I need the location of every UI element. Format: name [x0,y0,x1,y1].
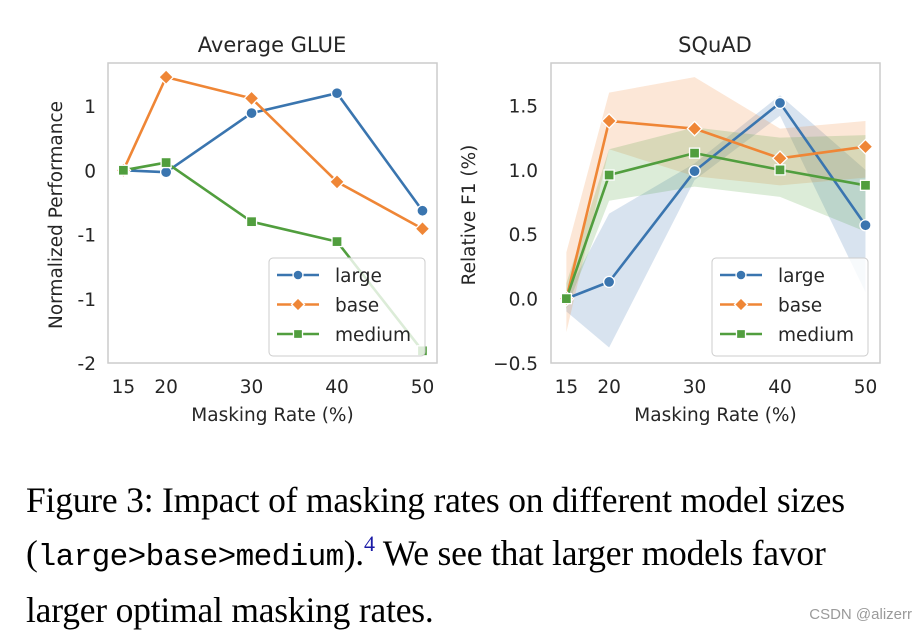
y-tick-label: -2 [78,354,96,375]
data-point-medium [117,164,130,176]
legend-marker-large [292,269,304,281]
y-axis-label: Relative F1 (%) [459,145,480,286]
confidence-band-large [566,95,866,348]
data-point-medium [603,169,615,181]
caption-text-1: Figure 3: Impact of masking rates on dif… [26,480,845,573]
legend-marker-base [290,297,306,312]
watermark: CSDN @alizerr [809,606,912,623]
x-tick-label: 15 [112,377,136,398]
data-point-large [245,106,258,120]
data-point-medium [331,235,343,248]
plot-area [115,69,431,357]
caption-footnote-link[interactable]: 4 [363,531,375,556]
data-point-base [600,112,618,130]
data-point-base [157,69,175,86]
data-point-large [416,204,429,217]
data-point-base [686,120,703,137]
data-point-base [328,173,346,190]
confidence-band-base [566,77,866,333]
x-tick-label: 50 [411,377,435,398]
x-tick-label: 50 [854,377,878,398]
legend-label-large: large [335,266,382,287]
legend-marker-large [735,269,747,281]
y-tick-label: 1 [84,97,96,118]
y-tick-label: −0.5 [493,354,538,375]
y-tick-label: -1 [78,226,96,247]
caption-model-order: large>base>medium [37,540,345,575]
y-tick-label: 1.0 [509,161,538,182]
data-point-medium [774,164,786,176]
x-axis-label: Masking Rate (%) [191,405,353,426]
legend-label-large: large [778,266,825,287]
y-tick-label: 1.5 [509,96,538,117]
y-tick-label: -1 [78,290,96,311]
data-point-large [330,87,344,100]
y-tick-label: 0.0 [509,290,538,311]
y-tick-label: 0 [84,161,96,182]
x-tick-label: 40 [768,377,792,398]
x-tick-label: 30 [683,377,707,398]
legend-marker-medium [735,328,747,340]
legend-box [711,257,869,357]
x-tick-label: 30 [240,377,264,398]
data-point-base [243,90,260,107]
legend-marker-base [733,297,749,312]
caption-text-2: ). [343,533,364,573]
data-point-medium [160,156,172,169]
legend-label-base: base [778,296,822,317]
x-tick-label: 20 [597,377,621,398]
x-tick-label: 20 [154,377,178,398]
legend: large base medium [711,257,869,357]
legend-label-medium: medium [778,325,854,346]
chart-average-glue: Average GLUE Normalized Performance Maskin… [46,33,438,426]
y-axis-label: Normalized Performance [46,101,67,329]
data-point-large [773,96,787,110]
data-point-base [857,138,874,155]
plot-area [558,77,874,348]
data-point-medium [859,179,872,191]
chart-title: Average GLUE [198,33,346,57]
data-point-medium [560,292,573,305]
caption-text-3: We see that larger models favor larger o… [26,533,826,630]
data-point-large [602,275,616,289]
data-point-base [414,220,431,237]
x-tick-label: 15 [555,377,579,398]
legend-label-base: base [335,296,379,317]
legend-marker-medium [292,328,304,340]
legend: large base medium [268,257,426,357]
y-tick-label: 0.5 [509,225,538,246]
figure-caption: Figure 3: Impact of masking rates on dif… [26,474,906,637]
chart-squad: SQuAD Relative F1 (%) Masking Rate (%) 1.5 1… [459,33,881,426]
legend-label-medium: medium [335,325,411,346]
x-axis-label: Masking Rate (%) [634,405,796,426]
legend-box [268,257,426,357]
x-tick-label: 40 [325,377,349,398]
figure: Average GLUE Normalized Performance Maskin… [46,33,881,426]
data-point-medium [245,216,258,228]
data-point-large [688,165,701,178]
chart-title: SQuAD [678,33,752,57]
data-point-large [859,219,872,232]
data-point-large [159,166,173,179]
data-point-medium [688,147,701,159]
